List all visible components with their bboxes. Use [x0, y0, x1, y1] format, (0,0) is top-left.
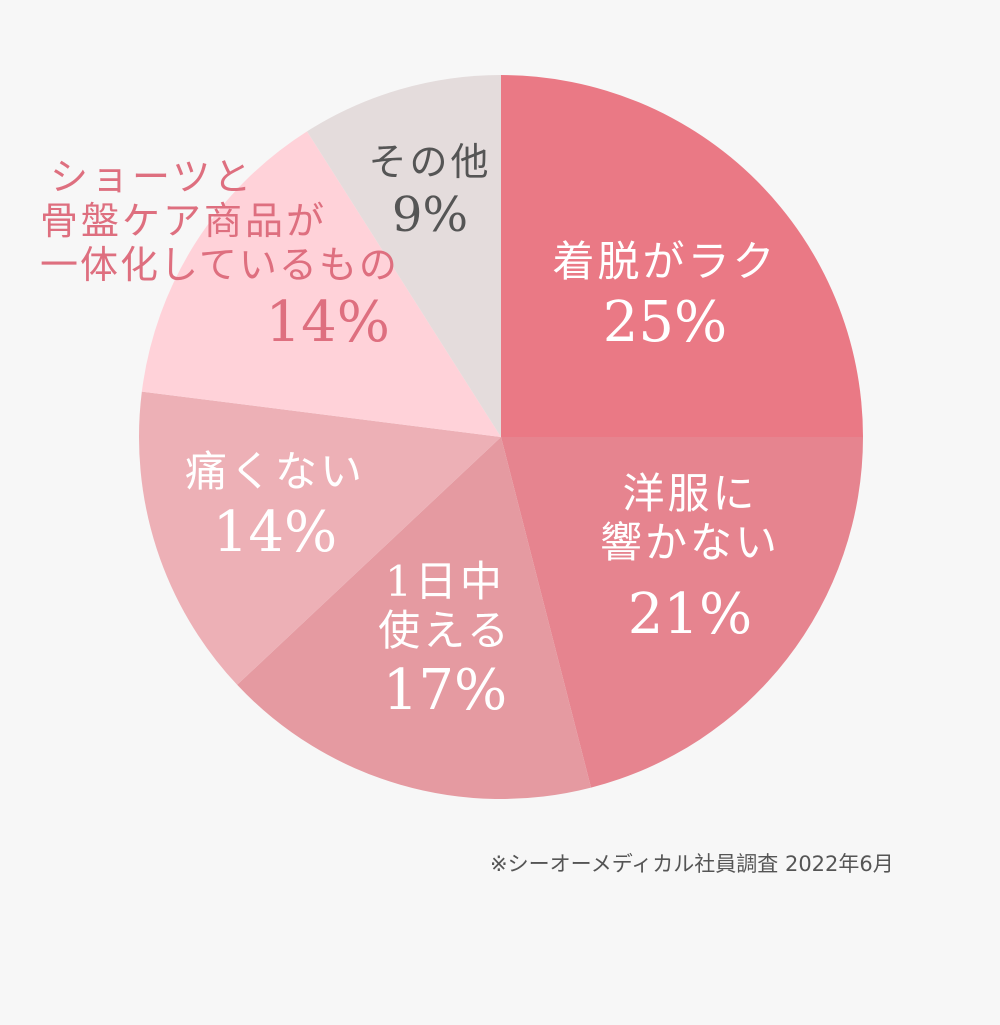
label-usable-all-day: 1日中 使える 17% — [340, 557, 550, 724]
label-shorts-pelvic-care: ショーツと 骨盤ケア商品が 一体化しているもの 14% — [40, 155, 410, 356]
slice-percent: 14% — [212, 499, 338, 565]
label-invisible-under-clothes: 洋服に 響かない 21% — [565, 469, 815, 648]
slice-name: 痛くない — [184, 447, 365, 496]
pie-slice-0 — [501, 75, 863, 437]
slice-name-line2: 骨盤ケア商品が — [40, 199, 328, 244]
survey-footnote: ※シーオーメディカル社員調査 2022年6月 — [490, 852, 894, 876]
slice-name: 着脱がラク — [552, 237, 778, 286]
slice-name-line2: 使える — [378, 605, 512, 655]
pie-slice-5 — [307, 75, 501, 437]
label-not-painful: 痛くない 14% — [160, 447, 390, 566]
label-other: その他 9% — [345, 140, 515, 244]
slice-percent: 14% — [265, 290, 390, 356]
pie-slice-2 — [237, 437, 592, 800]
pie-slice-4 — [141, 131, 501, 437]
slice-name-line1: 1日中 — [385, 557, 505, 606]
slice-percent: 25% — [602, 289, 728, 355]
pie-slice-3 — [138, 391, 501, 685]
slice-name-line1: 洋服に — [622, 469, 758, 518]
slice-percent: 9% — [391, 187, 469, 244]
label-easy-on-off: 着脱がラク 25% — [530, 237, 800, 356]
pie-slice-1 — [501, 437, 863, 788]
slice-name-line1: ショーツと — [50, 155, 255, 199]
slice-percent: 21% — [627, 582, 753, 648]
slice-name-line2: 響かない — [599, 517, 780, 567]
slice-name: その他 — [368, 140, 492, 184]
slice-name-line3: 一体化しているもの — [40, 243, 399, 288]
slice-percent: 17% — [382, 658, 508, 724]
